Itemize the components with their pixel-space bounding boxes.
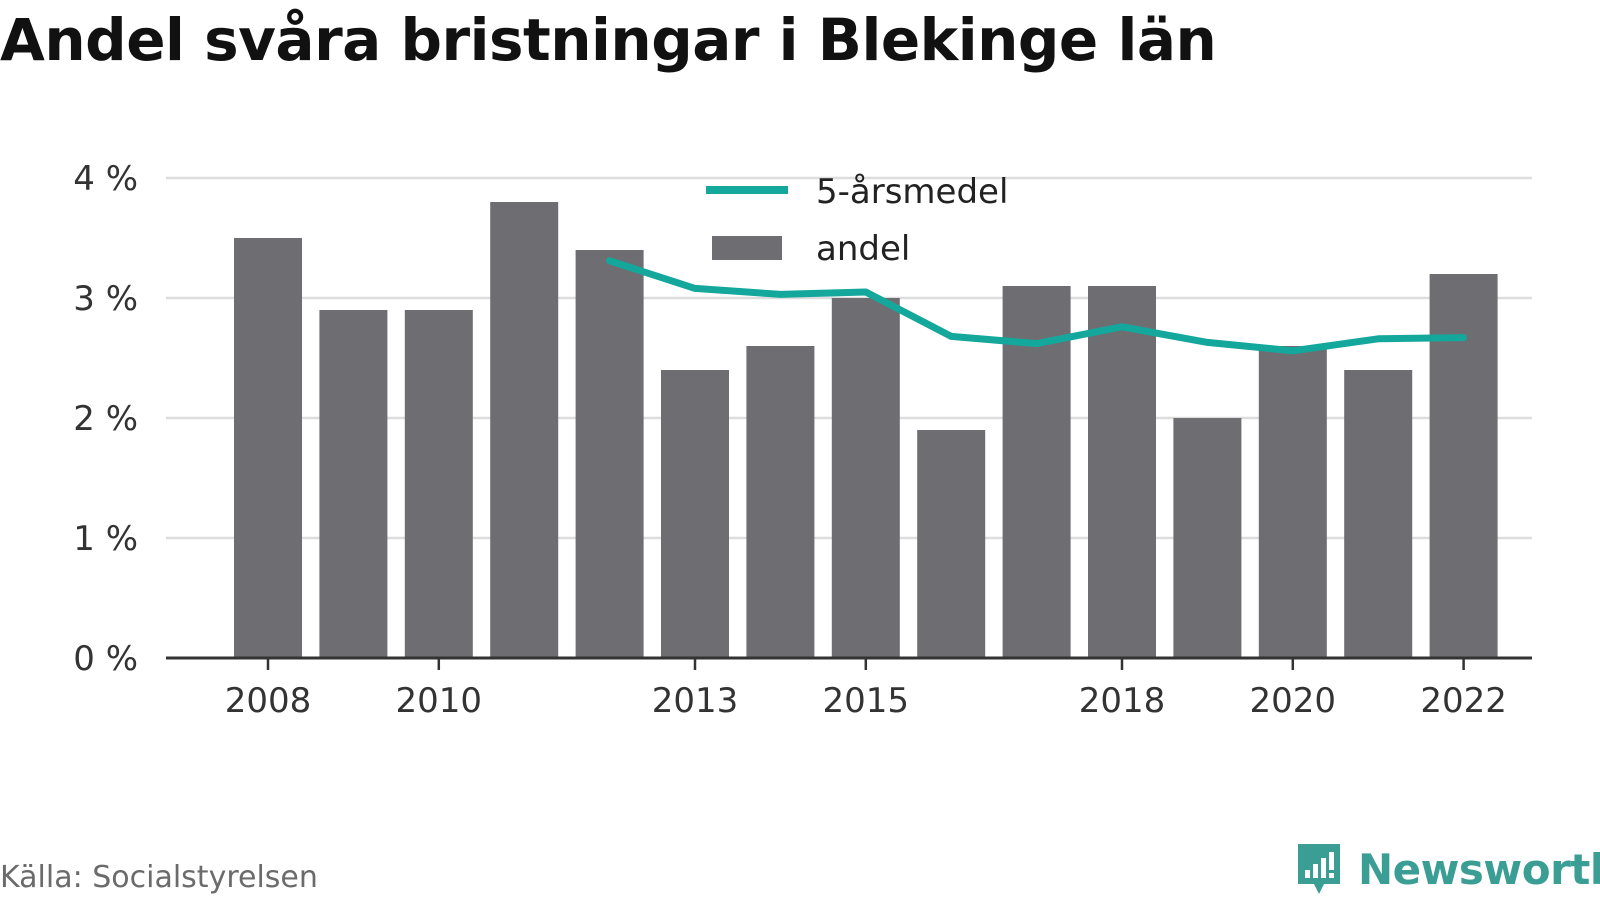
bar — [234, 238, 302, 658]
bar — [1173, 418, 1242, 658]
bar — [404, 310, 473, 658]
x-tick-label: 2018 — [1079, 681, 1166, 721]
bar — [661, 370, 729, 658]
legend-swatch-line — [706, 186, 788, 194]
x-tick-label: 2013 — [652, 681, 739, 721]
legend-label-bar: andel — [816, 229, 910, 269]
bar — [575, 250, 644, 658]
y-tick-label: 3 % — [73, 279, 138, 319]
newsworthy-logo-icon — [1298, 844, 1340, 894]
bar — [1258, 346, 1327, 658]
bar — [490, 202, 559, 658]
bar — [1344, 370, 1413, 658]
x-tick-label: 2015 — [823, 681, 910, 721]
chart: 0 % 1 % 2 % 3 % 4 % 2008 2010 2013 2015 2018 2020… — [73, 159, 1532, 721]
bar — [917, 430, 986, 658]
y-tick-label: 2 % — [73, 399, 138, 439]
bars — [234, 202, 1498, 658]
y-tick-label: 1 % — [73, 519, 138, 559]
x-tick-label: 2022 — [1420, 681, 1507, 721]
bar — [1088, 286, 1156, 658]
bar — [831, 298, 900, 658]
average-line — [606, 257, 1468, 355]
bar — [1002, 286, 1071, 658]
x-tick-label: 2008 — [225, 681, 312, 721]
legend: 5-årsmedel andel — [706, 172, 1008, 269]
bar — [319, 310, 388, 658]
brand-name: Newsworthy — [1358, 844, 1600, 894]
chart-title: Andel svåra bristningar i Blekinge län — [0, 6, 1217, 74]
source-text: Källa: Socialstyrelsen — [0, 860, 318, 895]
x-axis: 2008 2010 2013 2015 2018 2020 2022 — [166, 656, 1532, 721]
x-tick-label: 2020 — [1250, 681, 1337, 721]
bar — [746, 346, 815, 658]
x-tick-label: 2010 — [396, 681, 483, 721]
bar — [1429, 274, 1498, 658]
y-tick-label: 4 % — [73, 159, 138, 199]
y-tick-label: 0 % — [73, 639, 138, 679]
legend-swatch-bar — [712, 236, 782, 260]
y-axis: 0 % 1 % 2 % 3 % 4 % — [73, 159, 138, 679]
legend-label-line: 5-årsmedel — [816, 172, 1008, 212]
brand-logo[interactable]: Newsworthy — [1294, 840, 1600, 898]
